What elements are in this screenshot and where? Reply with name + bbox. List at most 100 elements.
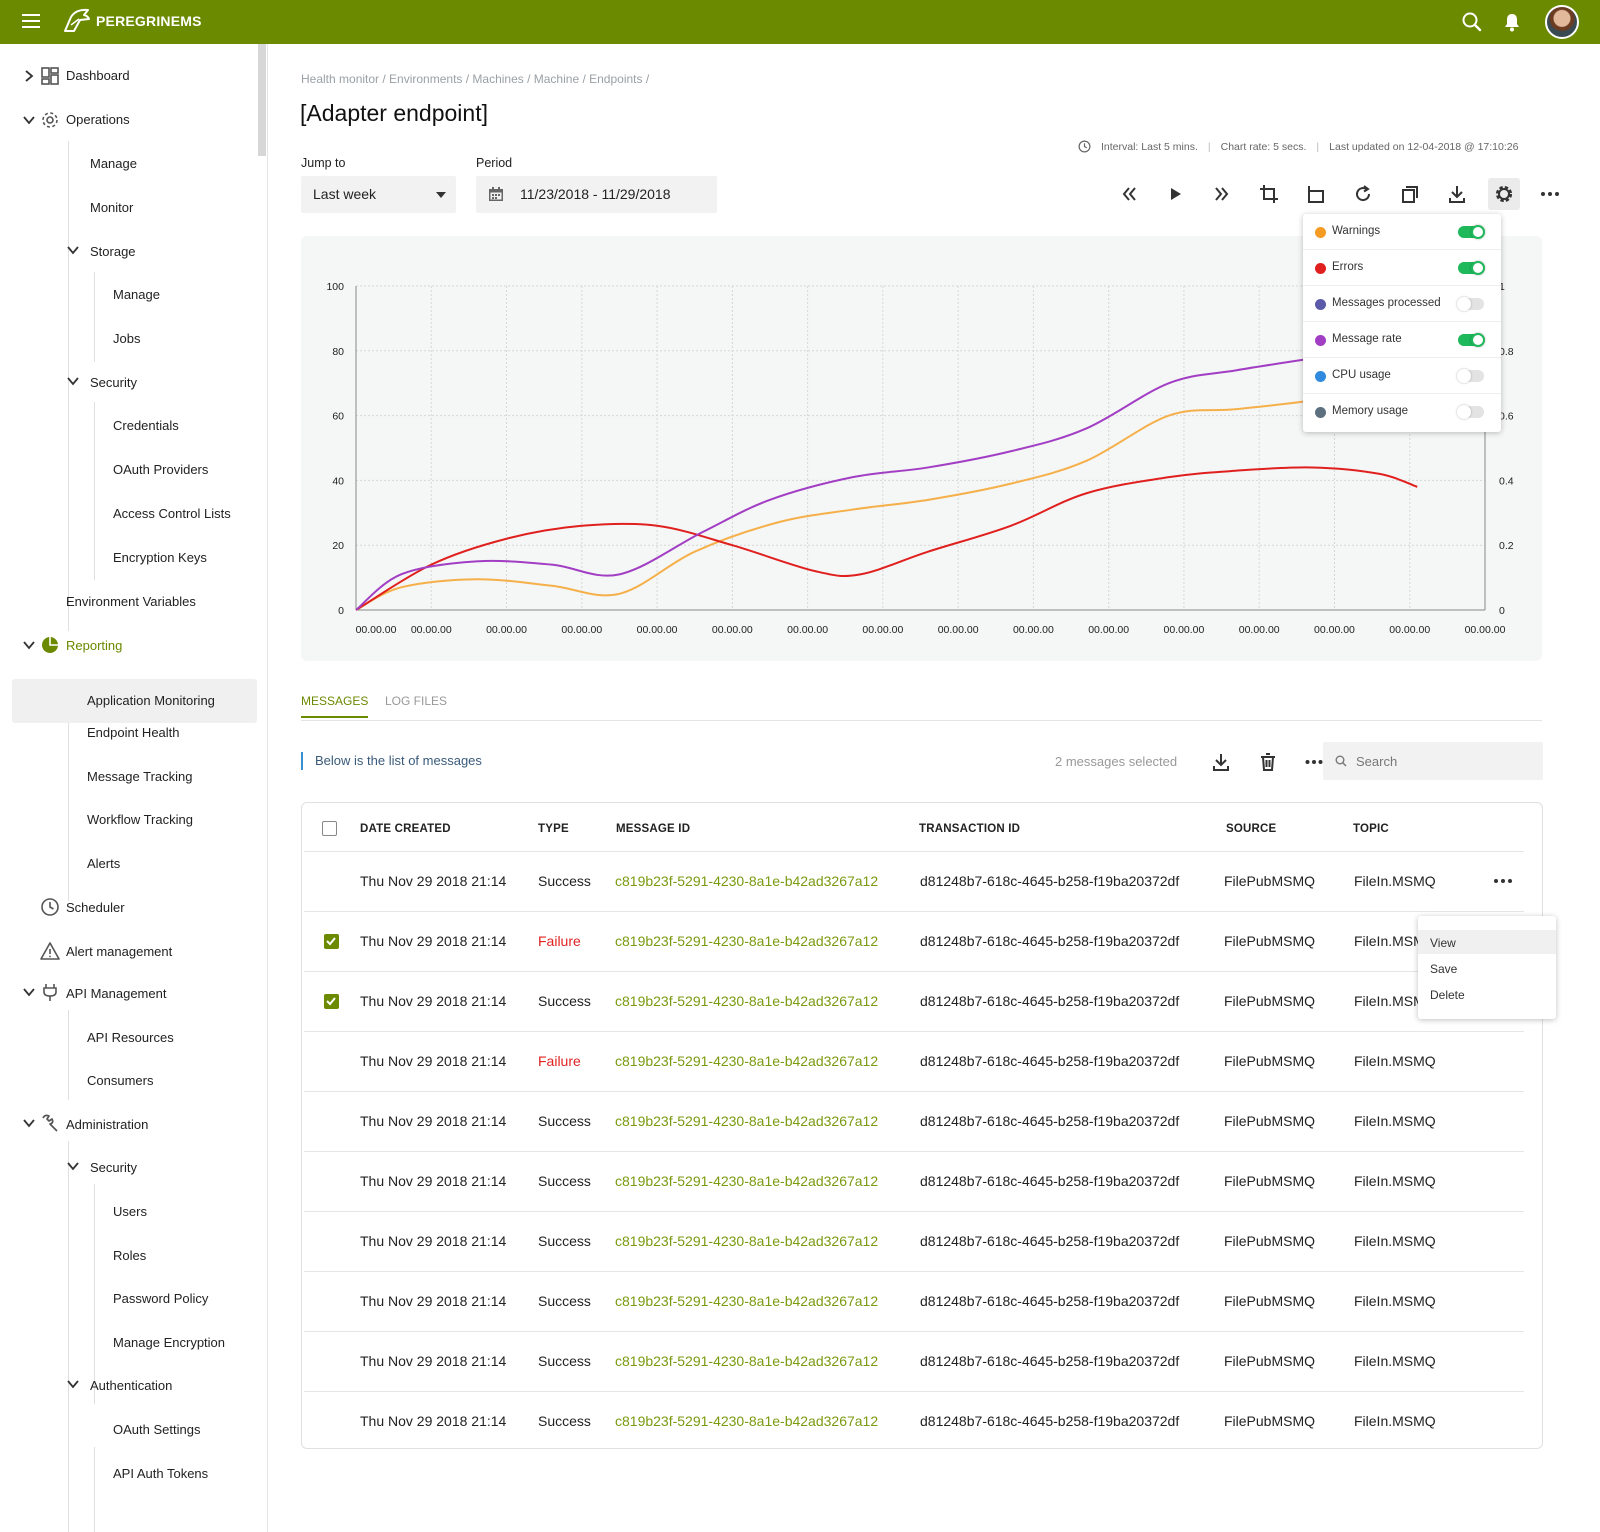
- cell-message-id[interactable]: c819b23f-5291-4230-8a1e-b42ad3267a12: [615, 1053, 879, 1069]
- sidebar-item-password-policy[interactable]: Password Policy: [113, 1291, 209, 1306]
- sidebar-item-alert-management[interactable]: Alert management: [66, 944, 173, 959]
- chevron-down-icon[interactable]: [22, 113, 36, 127]
- bell-icon[interactable]: [1501, 11, 1523, 33]
- sidebar-item-manage-encryption[interactable]: Manage Encryption: [113, 1335, 226, 1350]
- toggle-warnings[interactable]: [1458, 225, 1485, 239]
- toggle-messages-processed[interactable]: [1457, 297, 1484, 311]
- chevron-down-icon[interactable]: [66, 374, 80, 388]
- column-header-type[interactable]: TYPE: [538, 823, 569, 835]
- toggle-errors[interactable]: [1458, 261, 1485, 275]
- logo[interactable]: PEREGRINEMS: [62, 6, 202, 36]
- column-header-source[interactable]: SOURCE: [1226, 823, 1277, 835]
- menu-item-view[interactable]: View: [1418, 930, 1556, 954]
- sidebar-item-oauth-settings[interactable]: OAuth Settings: [113, 1422, 201, 1437]
- row-checkbox[interactable]: [324, 934, 339, 949]
- toggle-cpu-usage[interactable]: [1457, 369, 1484, 383]
- toggle-message-rate[interactable]: [1458, 333, 1485, 347]
- cell-message-id[interactable]: c819b23f-5291-4230-8a1e-b42ad3267a12: [615, 1233, 879, 1249]
- more-button[interactable]: [1534, 178, 1566, 210]
- sidebar-item-ops-manage[interactable]: Manage: [90, 156, 137, 171]
- column-header-date[interactable]: DATE CREATED: [360, 823, 451, 835]
- download-button[interactable]: [1441, 178, 1473, 210]
- sidebar-item-api-resources[interactable]: API Resources: [87, 1030, 174, 1045]
- table-row[interactable]: Thu Nov 29 2018 21:14 Success c819b23f-529…: [304, 1151, 1524, 1212]
- chevron-down-icon[interactable]: [66, 1377, 80, 1391]
- avatar[interactable]: [1545, 5, 1579, 39]
- sidebar-item-endpoint-health[interactable]: Endpoint Health: [87, 725, 180, 740]
- sidebar-item-consumers[interactable]: Consumers: [87, 1073, 154, 1088]
- search-icon[interactable]: [1461, 11, 1483, 33]
- table-row[interactable]: Thu Nov 29 2018 21:14 Success c819b23f-529…: [304, 1271, 1524, 1332]
- sidebar-item-api-auth-tokens[interactable]: API Auth Tokens: [113, 1466, 209, 1481]
- table-row[interactable]: Thu Nov 29 2018 21:14 Success c819b23f-529…: [304, 1331, 1524, 1392]
- toggle-memory-usage[interactable]: [1457, 405, 1484, 419]
- chevron-right-icon[interactable]: [22, 69, 36, 83]
- select-all-checkbox[interactable]: [322, 821, 337, 836]
- copy-button[interactable]: [1394, 178, 1426, 210]
- table-row[interactable]: Thu Nov 29 2018 21:14 Success c819b23f-529…: [304, 1091, 1524, 1152]
- column-header-message-id[interactable]: MESSAGE ID: [616, 823, 691, 835]
- sidebar-item-alerts[interactable]: Alerts: [87, 856, 121, 871]
- delete-messages-button[interactable]: [1256, 750, 1280, 774]
- cell-message-id[interactable]: c819b23f-5291-4230-8a1e-b42ad3267a12: [615, 1413, 879, 1429]
- sidebar-item-reporting[interactable]: Reporting: [66, 638, 123, 653]
- table-row[interactable]: Thu Nov 29 2018 21:14 Success c819b23f-529…: [304, 851, 1524, 912]
- messages-more-button[interactable]: [1302, 750, 1326, 774]
- chevron-down-icon[interactable]: [22, 638, 36, 652]
- sidebar-item-operations[interactable]: Operations: [66, 112, 130, 127]
- play-button[interactable]: [1159, 178, 1191, 210]
- sidebar-item-encryption-keys[interactable]: Encryption Keys: [113, 550, 207, 565]
- sidebar-item-acl[interactable]: Access Control Lists: [113, 506, 231, 521]
- cell-message-id[interactable]: c819b23f-5291-4230-8a1e-b42ad3267a12: [615, 1353, 879, 1369]
- sidebar-item-storage[interactable]: Storage: [90, 244, 136, 259]
- table-row[interactable]: Thu Nov 29 2018 21:14 Success c819b23f-529…: [304, 971, 1524, 1032]
- crop-button[interactable]: [1253, 178, 1285, 210]
- sidebar-item-message-tracking[interactable]: Message Tracking: [87, 769, 193, 784]
- refresh-button[interactable]: [1347, 178, 1379, 210]
- sidebar-item-workflow-tracking[interactable]: Workflow Tracking: [87, 812, 193, 827]
- cell-message-id[interactable]: c819b23f-5291-4230-8a1e-b42ad3267a12: [615, 1113, 879, 1129]
- sidebar-item-dashboard[interactable]: Dashboard: [66, 68, 130, 83]
- sidebar-scrollbar[interactable]: [258, 44, 266, 156]
- chevron-down-icon[interactable]: [66, 243, 80, 257]
- sidebar-item-roles[interactable]: Roles: [113, 1248, 147, 1263]
- chevron-down-icon[interactable]: [66, 1159, 80, 1173]
- sidebar-item-storage-manage[interactable]: Manage: [113, 287, 160, 302]
- table-row[interactable]: Thu Nov 29 2018 21:14 Success c819b23f-529…: [304, 1211, 1524, 1272]
- fast-forward-button[interactable]: [1206, 178, 1238, 210]
- sidebar-item-oauth-providers[interactable]: OAuth Providers: [113, 462, 209, 477]
- sidebar-item-admin-security[interactable]: Security: [90, 1160, 137, 1175]
- tab-messages[interactable]: MESSAGES: [301, 694, 369, 718]
- cell-message-id[interactable]: c819b23f-5291-4230-8a1e-b42ad3267a12: [615, 933, 879, 949]
- sidebar-item-administration[interactable]: Administration: [66, 1117, 149, 1132]
- tab-log-files[interactable]: LOG FILES: [385, 694, 448, 708]
- sidebar-item-security[interactable]: Security: [90, 375, 137, 390]
- breadcrumb[interactable]: Health monitor / Environments / Machines…: [301, 72, 650, 86]
- menu-item-delete[interactable]: Delete: [1430, 988, 1465, 1002]
- menu-icon[interactable]: [22, 14, 40, 32]
- table-row[interactable]: Thu Nov 29 2018 21:14 Failure c819b23f-529…: [304, 1031, 1524, 1092]
- chevron-down-icon[interactable]: [22, 985, 36, 999]
- cell-message-id[interactable]: c819b23f-5291-4230-8a1e-b42ad3267a12: [615, 1173, 879, 1189]
- sidebar-item-authentication[interactable]: Authentication: [90, 1378, 173, 1393]
- chevron-down-icon[interactable]: [22, 1116, 36, 1130]
- sidebar-item-ops-monitor[interactable]: Monitor: [90, 200, 134, 215]
- row-more-icon[interactable]: [1492, 870, 1514, 892]
- sidebar-item-application-monitoring[interactable]: Application Monitoring: [87, 693, 215, 708]
- table-row[interactable]: Thu Nov 29 2018 21:14 Success c819b23f-529…: [304, 1391, 1524, 1452]
- search-input[interactable]: Search: [1323, 742, 1543, 780]
- menu-item-save[interactable]: Save: [1430, 962, 1458, 976]
- jump-to-select[interactable]: Last week: [301, 176, 456, 213]
- rotate-button[interactable]: [1300, 178, 1332, 210]
- period-date-range[interactable]: 11/23/2018 - 11/29/2018: [476, 176, 717, 213]
- sidebar-item-storage-jobs[interactable]: Jobs: [113, 331, 141, 346]
- download-messages-button[interactable]: [1209, 750, 1233, 774]
- rewind-button[interactable]: [1113, 178, 1145, 210]
- sidebar-item-environment-variables[interactable]: Environment Variables: [66, 594, 196, 609]
- settings-button[interactable]: [1488, 178, 1520, 210]
- sidebar-item-api-management[interactable]: API Management: [66, 986, 167, 1001]
- cell-message-id[interactable]: c819b23f-5291-4230-8a1e-b42ad3267a12: [615, 873, 879, 889]
- table-row[interactable]: Thu Nov 29 2018 21:14 Failure c819b23f-529…: [304, 911, 1524, 972]
- row-checkbox[interactable]: [324, 994, 339, 1009]
- sidebar-item-credentials[interactable]: Credentials: [113, 418, 179, 433]
